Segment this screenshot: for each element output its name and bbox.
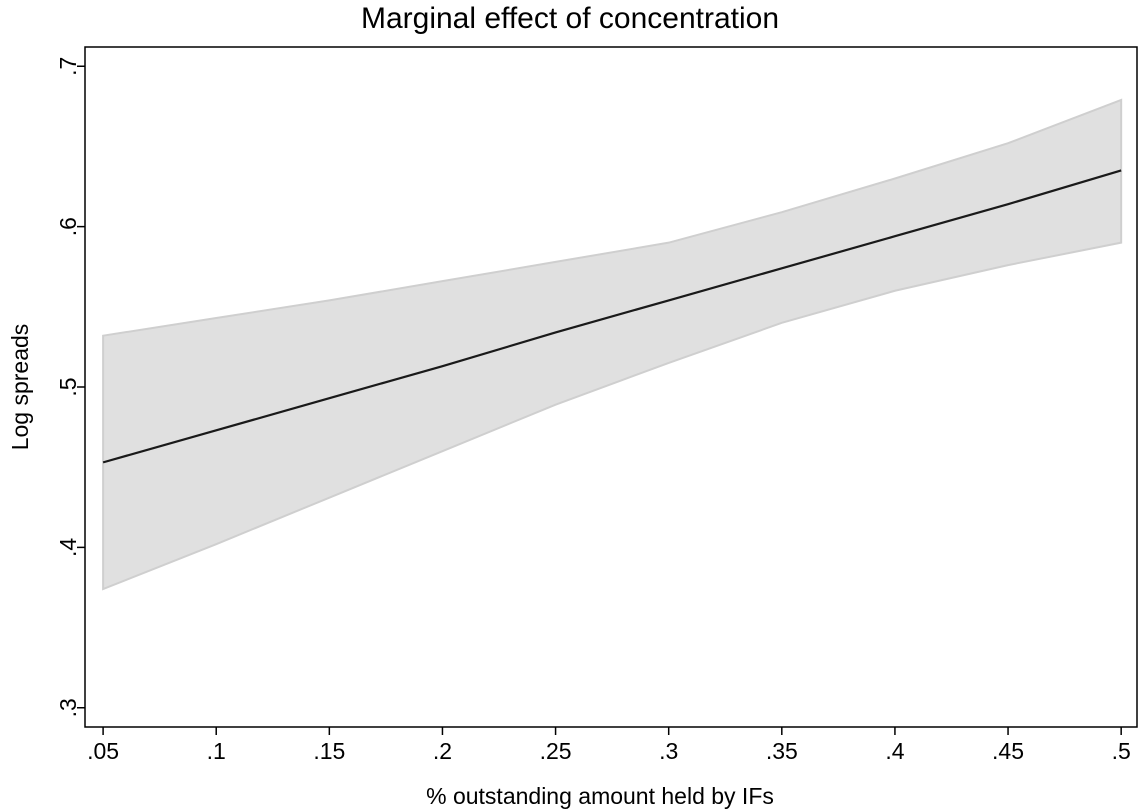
y-tick-label: .5	[55, 377, 81, 396]
chart-title: Marginal effect of concentration	[361, 2, 779, 35]
y-tick-label: .4	[55, 538, 81, 557]
y-tick-label: .3	[55, 698, 81, 717]
y-tick-label: .6	[55, 217, 81, 236]
confidence-band	[102, 98, 1123, 591]
x-tick-label: .45	[992, 738, 1024, 764]
line	[102, 169, 1122, 464]
x-tick-label: .35	[766, 738, 798, 764]
x-tick-label: .05	[87, 738, 119, 764]
x-tick-label: .4	[885, 738, 904, 764]
x-tick-label: .5	[1112, 738, 1131, 764]
x-tick-label: .3	[659, 738, 678, 764]
x-tick-label: .15	[313, 738, 345, 764]
x-tick-label: .2	[433, 738, 452, 764]
y-tick-label: .7	[55, 57, 81, 76]
x-axis-label: % outstanding amount held by IFs	[426, 783, 774, 809]
x-tick-label: .25	[540, 738, 572, 764]
y-axis-label: Log spreads	[7, 324, 33, 451]
x-tick-label: .1	[207, 738, 226, 764]
